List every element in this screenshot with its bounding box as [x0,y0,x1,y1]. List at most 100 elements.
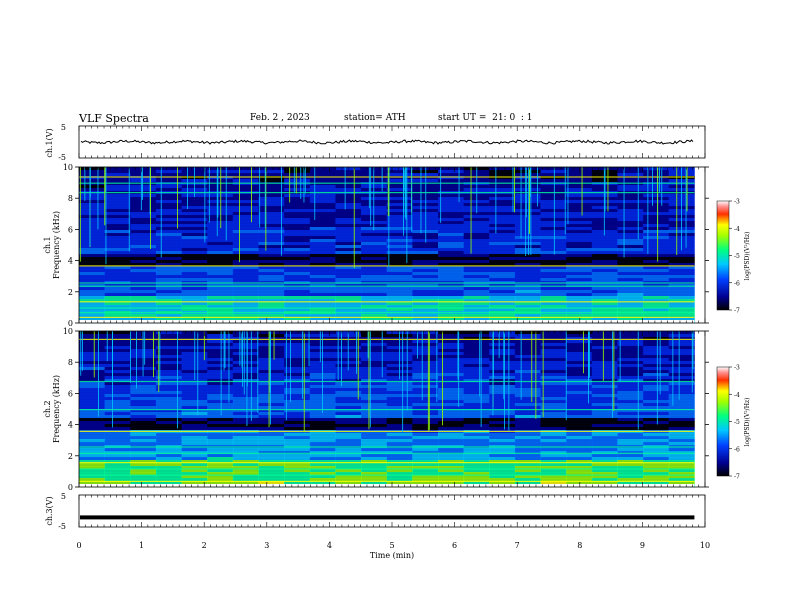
spectrogram-cell [335,427,362,431]
spectrogram-cell [232,463,259,467]
spectrogram-cell [438,224,465,228]
spectrogram-cell [232,206,259,210]
spectrogram-cell [540,436,567,440]
spectrogram-cell [668,451,695,455]
spectrogram-cell [309,478,336,482]
spectrogram-cell [489,317,516,321]
spectrogram-cell [489,415,516,419]
spectrogram-cell [361,355,388,359]
spectrogram-cell [284,418,311,422]
spectrogram-cell [617,170,644,174]
spectrogram-cell [232,412,259,416]
spectrogram-cell [79,349,106,353]
spectrogram-cell [617,239,644,243]
spectrogram-cell [284,466,311,470]
spectrogram-cell [514,173,541,177]
spectrogram-cell [232,448,259,452]
spectrogram-cell [361,427,388,431]
spectrogram-cell [438,221,465,225]
spectrogram-cell [566,173,593,177]
spectrogram-cell [668,436,695,440]
spectrogram-cell [412,272,439,276]
spectrogram-cell [643,239,670,243]
spectrogram-cell [463,263,490,267]
spectrogram-cell [361,457,388,461]
spectrogram-cell [79,200,106,204]
spectrogram-sferic [542,331,544,418]
spectrogram-cell [540,475,567,479]
spectrogram-cell [335,209,362,213]
spectrogram-sferic [149,167,151,215]
spectrogram-cell [514,194,541,198]
spectrogram-cell [284,278,311,282]
spectrogram-cell [591,475,618,479]
spectrogram-cell [284,400,311,404]
spectrogram-cell [181,436,208,440]
spectrogram-cell [489,254,516,258]
spectrogram-cell [438,173,465,177]
spectrogram-cell [181,385,208,389]
spectrogram-cell [566,206,593,210]
spectrogram-cell [463,272,490,276]
spectrogram-cell [489,203,516,207]
spectrogram-sferic [531,331,533,402]
spectrogram-cell [335,388,362,392]
spectrogram-cell [617,302,644,306]
spectrogram-cell [309,206,336,210]
spectrogram-cell [566,472,593,476]
spectrogram-cell [463,472,490,476]
spectrogram-sferic [525,167,527,218]
spectrogram-cell [79,337,106,341]
spectrogram-cell [643,296,670,300]
spectrogram-cell [668,337,695,341]
freq-tick-label: 6 [68,389,73,398]
spectrogram-sferic [194,331,196,380]
spectrogram-cell [361,346,388,350]
spectrogram-cell [438,424,465,428]
spectrogram-cell [104,475,131,479]
spectrogram-sferic [98,331,99,417]
spectrogram-sferic [681,167,682,251]
spectrogram-cell [540,302,567,306]
spectrogram-cell [540,188,567,192]
spectrogram-cell [309,296,336,300]
spectrogram-cell [438,385,465,389]
spectrogram-cell [79,469,106,473]
spectrogram-cell [438,451,465,455]
spectrogram-cell [258,305,285,309]
spectrogram-cell [591,334,618,338]
spectrogram-cell [514,337,541,341]
spectrogram-cell [668,373,695,377]
spectrogram-cell [258,269,285,273]
spectrogram-cell [284,355,311,359]
spectrogram-cell [386,224,413,228]
spectrogram-cell [104,472,131,476]
spectrogram-cell [130,227,157,231]
spectrogram-cell [438,418,465,422]
spectrogram-cell [258,179,285,183]
spectrogram-cell [361,442,388,446]
freq-tick-label: 0 [68,483,73,492]
spectrogram-cell [643,290,670,294]
spectrogram-cell [232,409,259,413]
spectrogram-cell [514,215,541,219]
spectrogram-cell [540,346,567,350]
spectrogram-cell [232,421,259,425]
spectrogram-cell [258,457,285,461]
spectrogram-cell [668,439,695,443]
spectrogram-cell [258,397,285,401]
spectrogram-cell [438,367,465,371]
spectrogram-cell [617,173,644,177]
spectrogram-cell [566,403,593,407]
spectrogram-cell [540,254,567,258]
spectrogram-cell [438,466,465,470]
spectrogram-cell [514,227,541,231]
spectrogram-cell [591,275,618,279]
spectrogram-cell [412,269,439,273]
spectrogram-cell [386,418,413,422]
spectrogram-cell [643,308,670,312]
spectrogram-cell [617,176,644,180]
spectrogram-cell [155,263,182,267]
spectrogram-sferic [224,331,226,368]
spectrogram-cell [130,173,157,177]
